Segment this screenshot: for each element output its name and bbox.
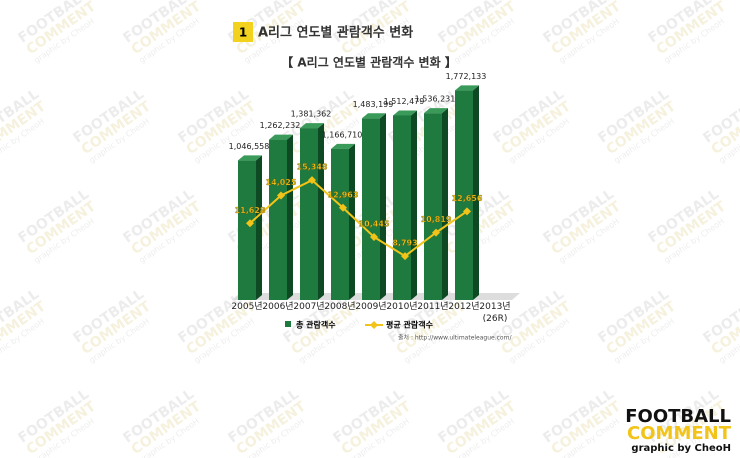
line-marker [432, 228, 440, 237]
line-value-label: 10,819 [421, 215, 452, 224]
bar-top [238, 155, 262, 161]
logo-line2: COMMENT [627, 423, 732, 444]
bar-side [411, 110, 417, 300]
bar-side [256, 155, 262, 300]
bar [331, 148, 349, 300]
bar-value-label: 1,166,710 [322, 130, 363, 139]
bar-side [473, 85, 479, 300]
logo-line3: graphic by CheoH [631, 443, 731, 454]
bar-top [331, 143, 355, 149]
number-box [233, 22, 253, 42]
legend-label: 총 관람객수 [296, 320, 336, 330]
legend-marker [370, 321, 378, 329]
line-value-label: 8,793 [392, 239, 417, 248]
bar-top [393, 110, 417, 116]
line-marker [463, 207, 471, 216]
bar-side [442, 108, 448, 301]
line-value-label: 14,025 [266, 178, 297, 187]
bar [455, 90, 473, 300]
bar-top [269, 134, 293, 140]
bar-value-label: 1,381,362 [291, 110, 332, 119]
bar-side [380, 113, 386, 301]
line-value-label: 15,348 [297, 163, 328, 172]
x-tick-label: 2008년 [324, 302, 356, 312]
source: 출처 : http://www.ultimateleague.com/ [398, 334, 512, 342]
x-tick-label: 2006년 [262, 302, 294, 312]
line-marker [246, 219, 254, 228]
bar-value-label: 1,262,232 [260, 121, 301, 130]
bar-value-label: 1,536,231 [415, 95, 456, 104]
line-marker [308, 176, 316, 185]
line-value-label: 11,628 [235, 206, 266, 215]
bar [300, 128, 318, 300]
x-tick-label: 2007년 [293, 302, 325, 312]
x-tick-label: 2005년 [231, 302, 263, 312]
bar-side [349, 143, 355, 300]
logo-line1: FOOTBALL [625, 406, 731, 427]
bar-top [362, 113, 386, 119]
legend-label: 평균 관람객수 [386, 320, 434, 330]
header-title: A리그 연도별 관람객수 변화 [258, 25, 413, 41]
bar-value-label: 1,483,199 [353, 100, 394, 109]
legend-swatch [285, 321, 291, 327]
bar-side [318, 123, 324, 300]
line-value-label: 12,963 [328, 190, 359, 199]
line-marker [339, 203, 347, 212]
x-tick-label: 2011년 [417, 302, 449, 312]
line [249, 178, 468, 258]
bar-top [424, 108, 448, 114]
line-marker [401, 252, 409, 261]
line-marker [370, 232, 378, 241]
bar-top [300, 123, 324, 129]
bar-value-label: 1,512,479 [384, 97, 425, 106]
line-value-label: 12,656 [452, 194, 483, 203]
x-tick-label: 2009년 [355, 302, 387, 312]
bar [362, 118, 380, 301]
x-tick-label: 2013년 (26R) [479, 302, 511, 324]
bar [238, 160, 256, 300]
bar [424, 113, 442, 301]
header-number: 1 [239, 26, 247, 40]
chart-title: 【 A리그 연도별 관람객수 변화 】 [281, 55, 457, 70]
line-marker [277, 191, 285, 200]
bar [393, 115, 411, 300]
bar-top [455, 85, 479, 91]
bar-value-label: 1,046,558 [229, 142, 270, 151]
x-tick-label: 2012년 [448, 302, 480, 312]
bar-side [287, 134, 293, 300]
line-value-label: 10,445 [359, 219, 390, 228]
x-tick-label: 2010년 [386, 302, 418, 312]
bar [269, 139, 287, 300]
bar-value-label: 1,772,133 [446, 72, 487, 81]
